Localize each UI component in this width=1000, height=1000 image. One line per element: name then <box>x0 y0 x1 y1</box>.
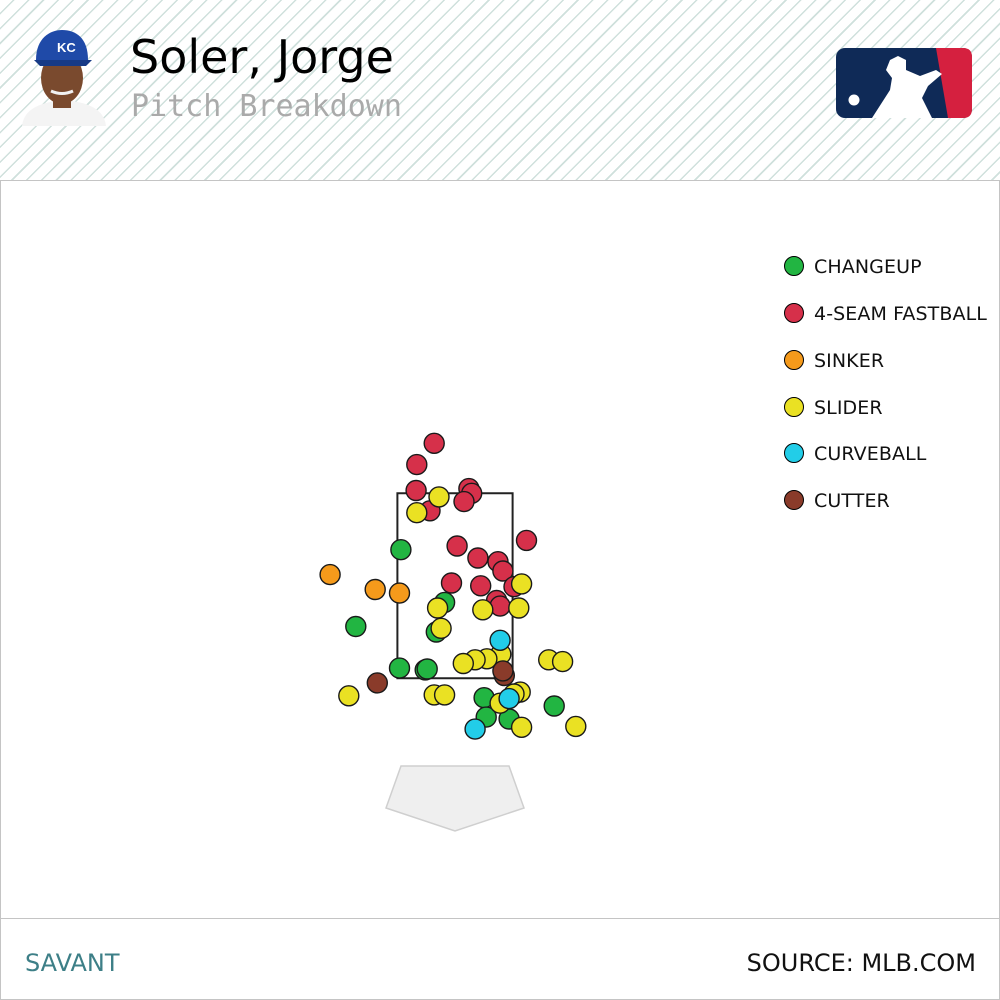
mlb-logo <box>836 48 972 118</box>
pitch-point-4-seam-fastball[interactable] <box>515 529 538 552</box>
pitch-point-4-seam-fastball[interactable] <box>467 547 489 569</box>
pitch-point-slider[interactable] <box>338 685 360 707</box>
source-credit: SOURCE: MLB.COM <box>746 949 976 977</box>
legend-swatch <box>784 443 804 463</box>
pitch-point-slider[interactable] <box>551 650 574 673</box>
pitch-point-slider[interactable] <box>426 597 449 619</box>
pitch-point-sinker[interactable] <box>364 578 386 601</box>
pitch-point-slider[interactable] <box>510 716 533 738</box>
pitch-point-curveball[interactable] <box>498 687 520 710</box>
pitch-point-slider[interactable] <box>428 486 450 508</box>
pitch-point-changeup[interactable] <box>388 657 411 679</box>
pitch-point-4-seam-fastball[interactable] <box>492 560 514 582</box>
pitch-point-4-seam-fastball[interactable] <box>423 432 445 454</box>
pitch-point-slider[interactable] <box>565 715 587 738</box>
pitch-point-cutter[interactable] <box>366 672 388 694</box>
pitch-point-slider[interactable] <box>510 573 533 595</box>
pitch-point-4-seam-fastball[interactable] <box>406 453 428 476</box>
legend-label: 4-SEAM FASTBALL <box>814 303 987 325</box>
savant-brand-link[interactable]: SAVANT <box>25 949 120 977</box>
pitch-point-changeup[interactable] <box>416 658 438 680</box>
pitch-point-changeup[interactable] <box>345 615 367 638</box>
pitch-point-changeup[interactable] <box>543 695 565 717</box>
pitch-points <box>319 432 587 740</box>
pitch-point-sinker[interactable] <box>319 563 341 586</box>
pitch-point-curveball[interactable] <box>464 718 486 740</box>
chart-subtitle: Pitch Breakdown <box>131 89 402 124</box>
pitch-point-4-seam-fastball[interactable] <box>489 595 511 617</box>
pitch-point-changeup[interactable] <box>390 539 412 561</box>
legend-label: CHANGEUP <box>814 256 922 278</box>
legend-label: CURVEBALL <box>814 443 927 465</box>
legend-swatch <box>784 490 804 510</box>
pitch-point-sinker[interactable] <box>388 582 411 604</box>
pitch-point-slider[interactable] <box>452 652 474 675</box>
pitch-point-slider[interactable] <box>508 597 530 619</box>
legend-swatch <box>784 350 804 370</box>
pitch-point-cutter[interactable] <box>492 660 514 682</box>
legend-swatch <box>784 303 804 323</box>
pitch-point-curveball[interactable] <box>489 629 511 651</box>
pitch-point-4-seam-fastball[interactable] <box>446 535 468 557</box>
pitch-point-slider[interactable] <box>430 617 452 639</box>
legend-swatch <box>784 397 804 417</box>
pitch-point-slider[interactable] <box>433 684 456 706</box>
pitch-point-4-seam-fastball[interactable] <box>440 572 463 594</box>
home-plate <box>385 765 525 832</box>
pitch-point-4-seam-fastball[interactable] <box>453 490 475 513</box>
pitch-point-4-seam-fastball[interactable] <box>470 575 492 597</box>
player-name-title: Soler, Jorge <box>130 30 394 84</box>
svg-text:KC: KC <box>57 40 76 55</box>
chart-header: KC Soler, Jorge Pitch Breakdown <box>0 0 1000 181</box>
legend-label: SINKER <box>814 350 885 372</box>
legend-swatch <box>784 256 804 276</box>
pitch-point-slider[interactable] <box>472 599 494 621</box>
legend-label: CUTTER <box>814 490 890 512</box>
legend-label: SLIDER <box>814 397 883 419</box>
pitch-point-slider[interactable] <box>406 502 428 524</box>
footer: SAVANT SOURCE: MLB.COM <box>0 918 1000 1000</box>
pitch-point-4-seam-fastball[interactable] <box>405 479 427 502</box>
player-headshot-avatar: KC <box>22 30 106 126</box>
